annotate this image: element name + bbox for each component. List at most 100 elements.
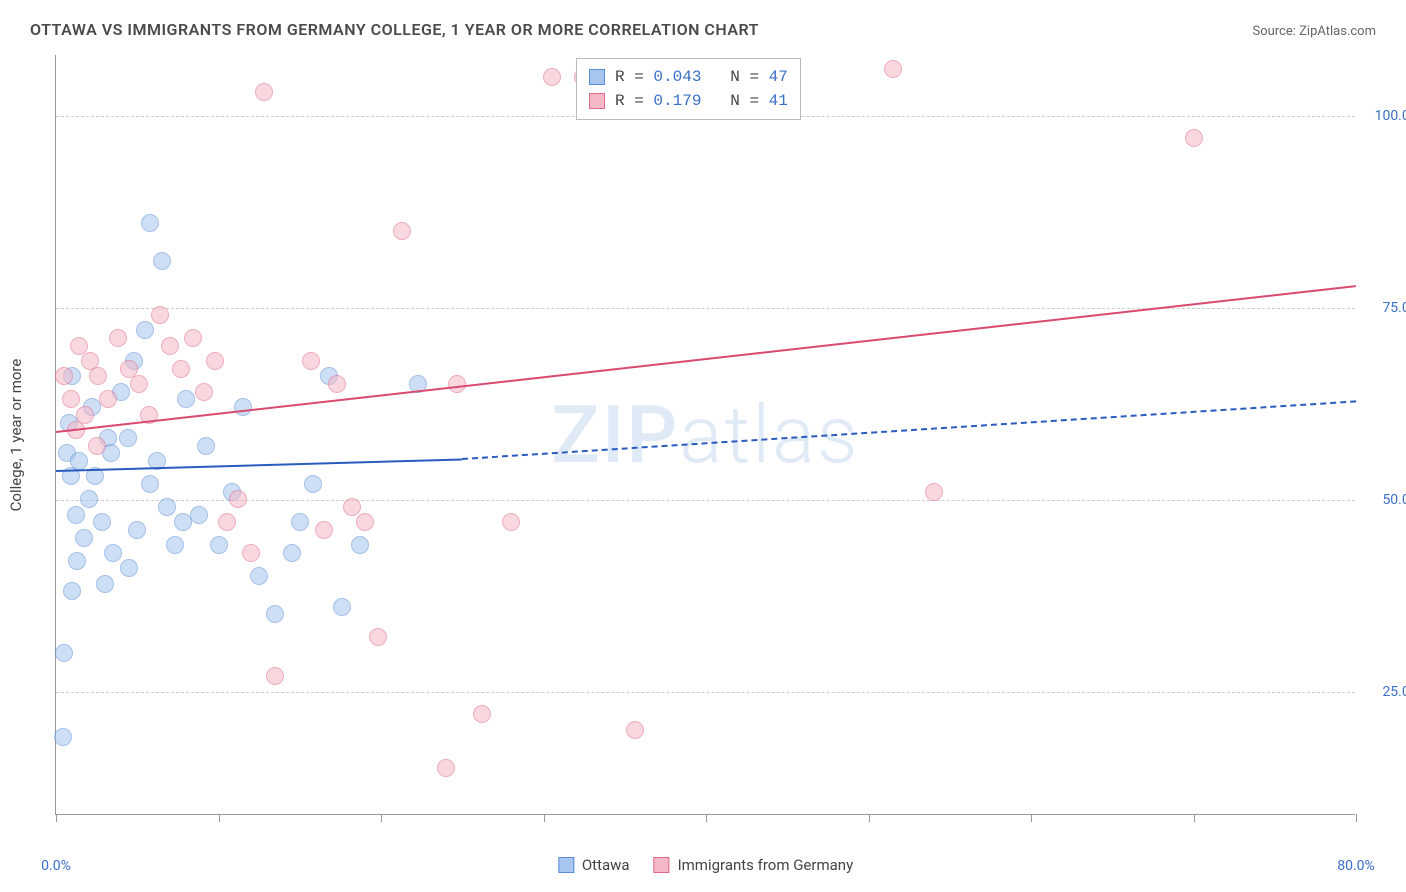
data-point — [328, 375, 346, 393]
data-point — [291, 513, 309, 531]
legend-stats-text: R = 0.179 N = 41 — [615, 89, 788, 113]
data-point — [141, 214, 159, 232]
data-point — [93, 513, 111, 531]
data-point — [925, 483, 943, 501]
data-point — [190, 506, 208, 524]
y-axis-label: College, 1 year or more — [7, 358, 25, 511]
data-point — [1185, 129, 1203, 147]
data-point — [128, 521, 146, 539]
data-point — [304, 475, 322, 493]
data-point — [884, 60, 902, 78]
x-tick — [869, 814, 870, 822]
data-point — [195, 383, 213, 401]
data-point — [502, 513, 520, 531]
data-point — [437, 759, 455, 777]
data-point — [55, 367, 73, 385]
y-tick-label: 75.0% — [1360, 300, 1406, 316]
data-point — [473, 705, 491, 723]
legend-bottom: Ottawa Immigrants from Germany — [558, 856, 853, 874]
data-point — [356, 513, 374, 531]
data-point — [448, 375, 466, 393]
data-point — [266, 605, 284, 623]
data-point — [333, 598, 351, 616]
data-point — [172, 360, 190, 378]
data-point — [119, 429, 137, 447]
watermark-bold: ZIP — [552, 388, 680, 482]
data-point — [543, 68, 561, 86]
data-point — [369, 628, 387, 646]
data-point — [70, 452, 88, 470]
data-point — [141, 475, 159, 493]
x-tick — [706, 814, 707, 822]
data-point — [266, 667, 284, 685]
data-point — [96, 575, 114, 593]
legend-swatch — [589, 69, 605, 85]
data-point — [151, 306, 169, 324]
legend-stats-text: R = 0.043 N = 47 — [615, 65, 788, 89]
data-point — [315, 521, 333, 539]
data-point — [89, 367, 107, 385]
data-point — [255, 83, 273, 101]
data-point — [229, 490, 247, 508]
y-tick-label: 50.0% — [1360, 492, 1406, 508]
data-point — [54, 728, 72, 746]
data-point — [206, 352, 224, 370]
x-tick — [56, 814, 57, 822]
data-point — [67, 506, 85, 524]
legend-item: Immigrants from Germany — [654, 856, 854, 874]
y-tick-label: 25.0% — [1360, 684, 1406, 700]
legend-swatch — [589, 93, 605, 109]
legend-swatch — [558, 857, 574, 873]
x-tick — [1194, 814, 1195, 822]
gridline — [56, 500, 1355, 501]
data-point — [218, 513, 236, 531]
data-point — [80, 490, 98, 508]
data-point — [136, 321, 154, 339]
y-tick-label: 100.0% — [1360, 108, 1406, 124]
data-point — [68, 552, 86, 570]
legend-stats: R = 0.043 N = 47R = 0.179 N = 41 — [576, 58, 801, 120]
data-point — [104, 544, 122, 562]
data-point — [283, 544, 301, 562]
data-point — [250, 567, 268, 585]
legend-label: Ottawa — [582, 856, 630, 874]
data-point — [242, 544, 260, 562]
trend-line — [462, 400, 1356, 460]
data-point — [158, 498, 176, 516]
legend-label: Immigrants from Germany — [678, 856, 854, 874]
data-point — [130, 375, 148, 393]
data-point — [210, 536, 228, 554]
gridline — [56, 692, 1355, 693]
data-point — [351, 536, 369, 554]
data-point — [63, 582, 81, 600]
data-point — [302, 352, 320, 370]
data-point — [70, 337, 88, 355]
data-point — [153, 252, 171, 270]
x-tick-label: 0.0% — [41, 858, 71, 874]
x-tick — [544, 814, 545, 822]
data-point — [88, 437, 106, 455]
data-point — [197, 437, 215, 455]
legend-swatch — [654, 857, 670, 873]
data-point — [343, 498, 361, 516]
data-point — [626, 721, 644, 739]
x-tick-label: 80.0% — [1337, 858, 1375, 874]
data-point — [393, 222, 411, 240]
x-tick — [1031, 814, 1032, 822]
legend-item: Ottawa — [558, 856, 630, 874]
source-label: Source: ZipAtlas.com — [1252, 24, 1376, 39]
data-point — [234, 398, 252, 416]
data-point — [177, 390, 195, 408]
data-point — [120, 559, 138, 577]
data-point — [174, 513, 192, 531]
data-point — [166, 536, 184, 554]
data-point — [109, 329, 127, 347]
x-tick — [381, 814, 382, 822]
x-tick — [1356, 814, 1357, 822]
data-point — [62, 390, 80, 408]
data-point — [161, 337, 179, 355]
legend-stats-row: R = 0.179 N = 41 — [589, 89, 788, 113]
data-point — [55, 644, 73, 662]
data-point — [75, 529, 93, 547]
x-tick — [219, 814, 220, 822]
